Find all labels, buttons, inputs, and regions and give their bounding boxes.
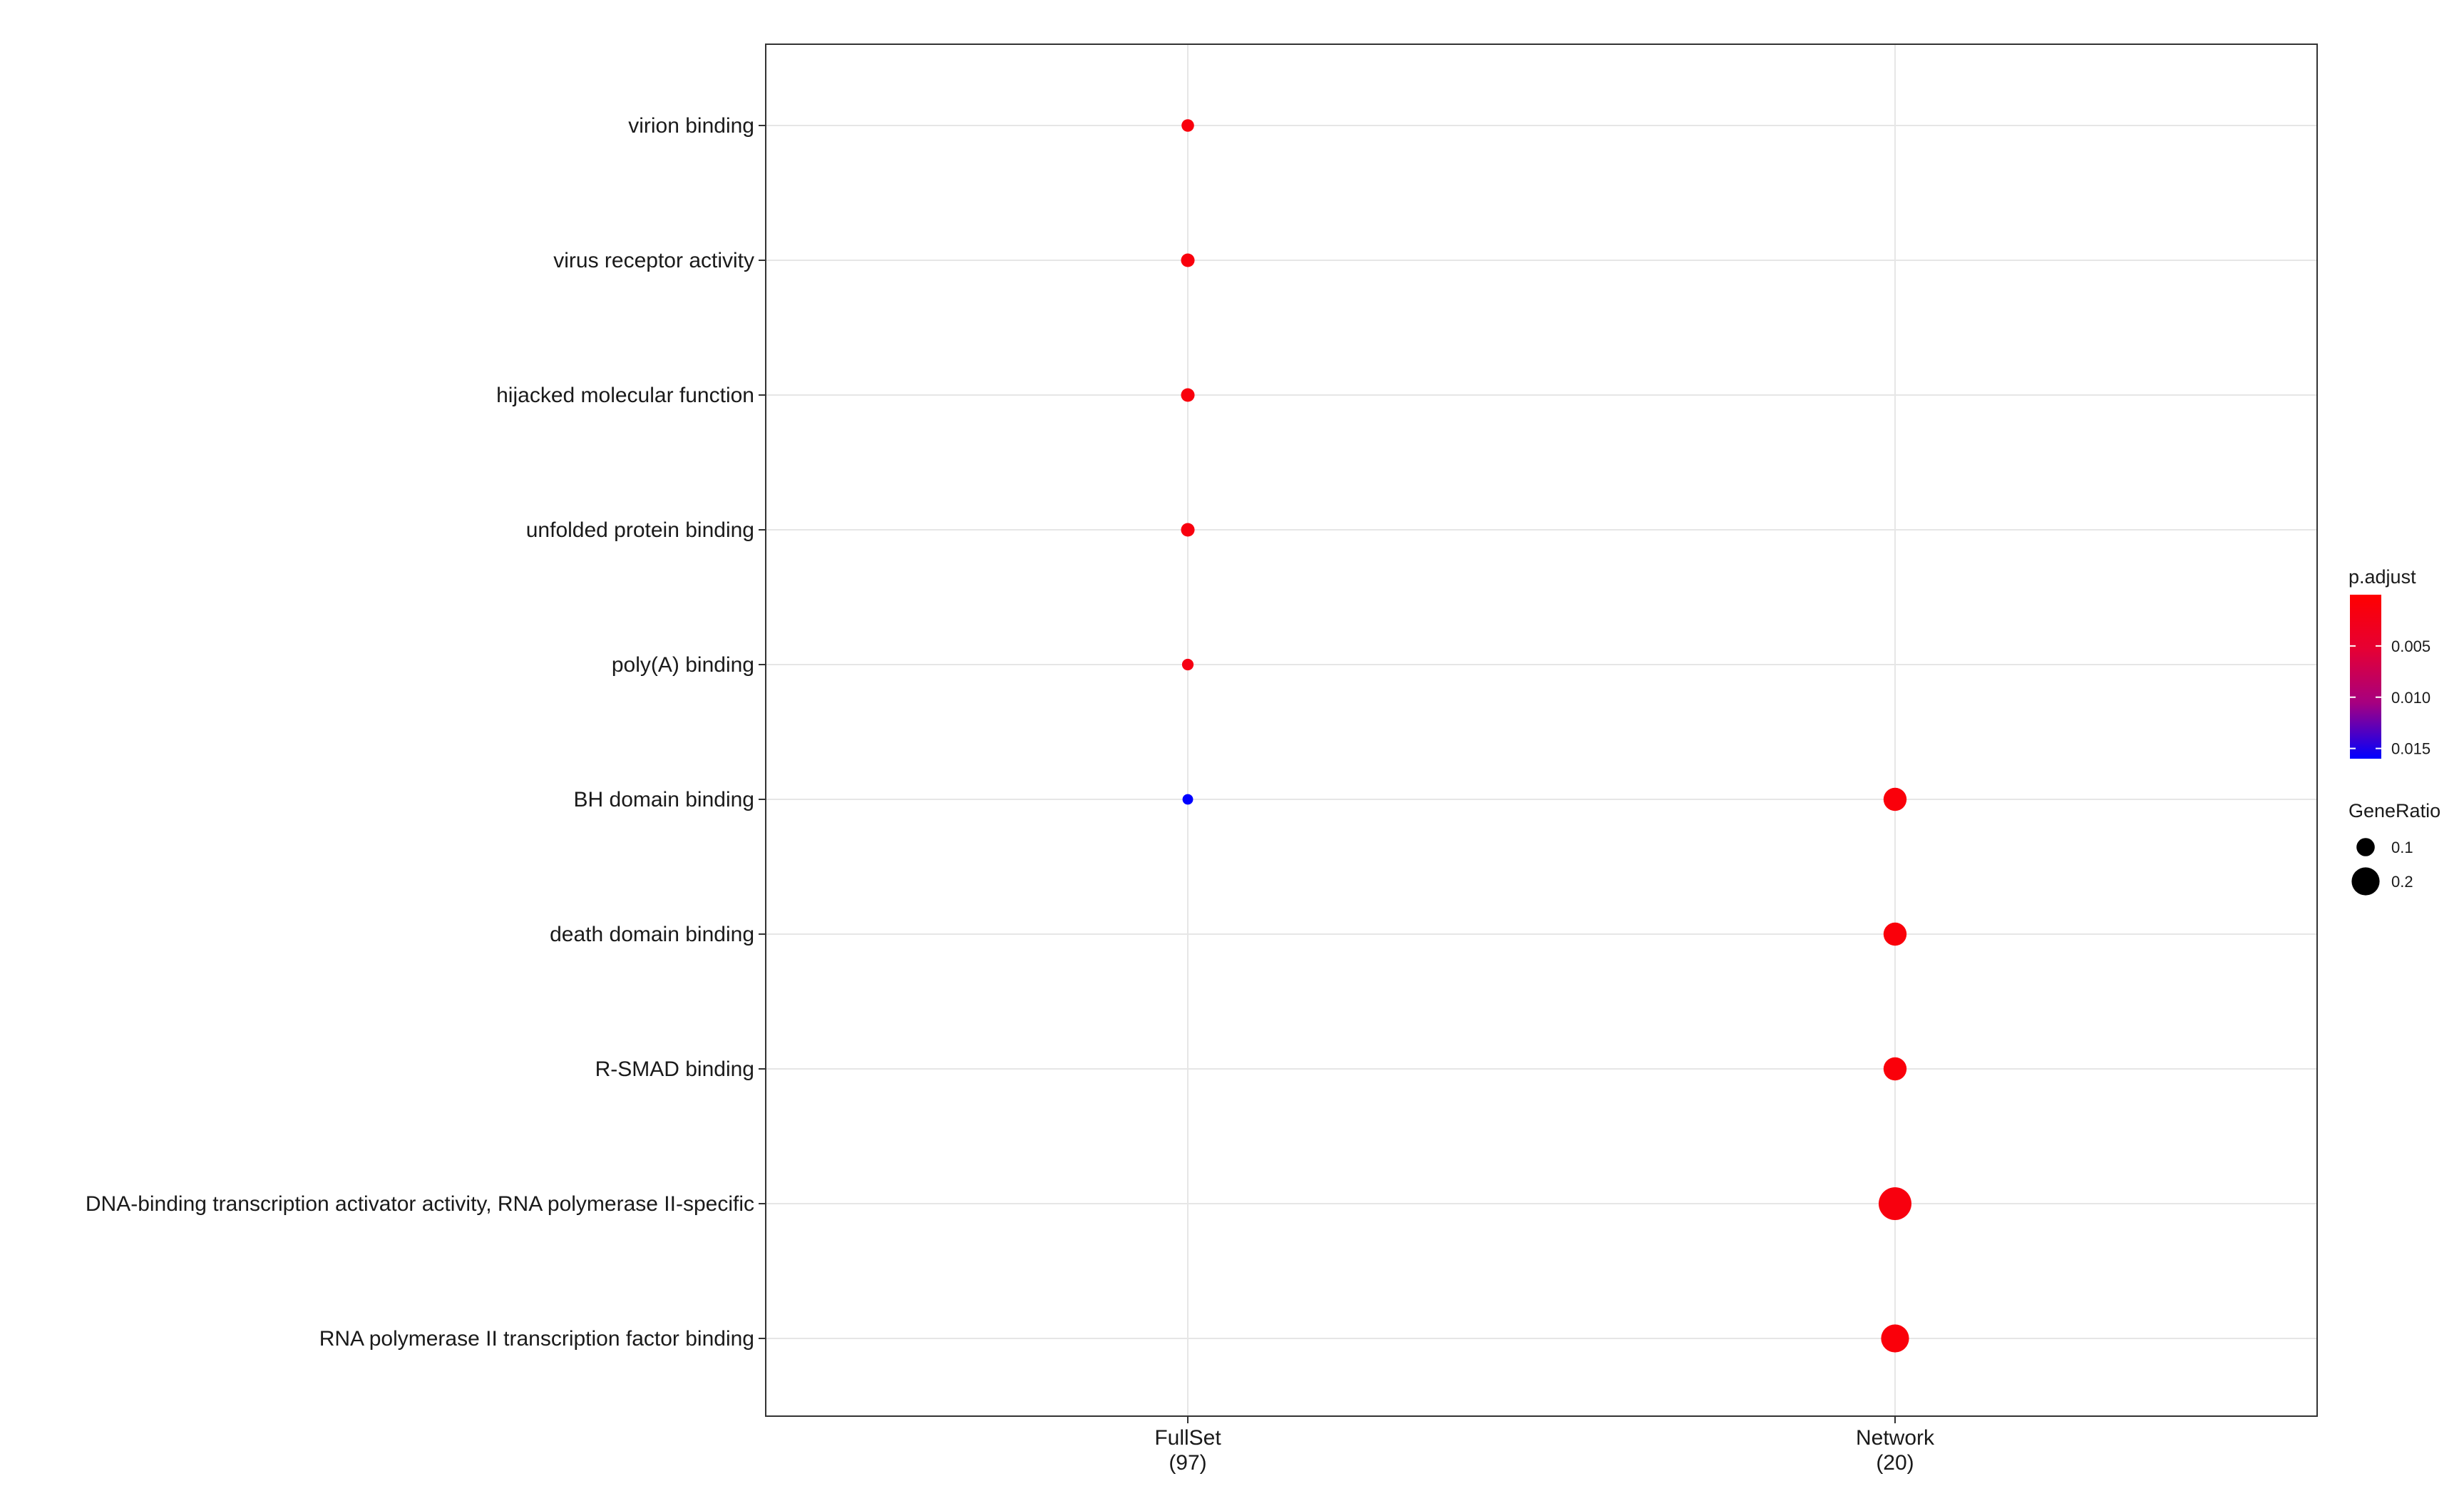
size-legend-key-0-2 <box>2351 867 2380 896</box>
point-network-r-smad-binding <box>1883 1057 1907 1081</box>
y-tick-label-dna-binding-transcription-activator-activity-rna-polymerase-ii-specific: DNA-binding transcription activator acti… <box>86 1192 754 1216</box>
y-axis: virion binding virus receptor activity hij… <box>86 114 766 1351</box>
point-network-dna-binding-transcription-activator-activity-rna-polymerase-ii-specific <box>1879 1187 1911 1220</box>
point-fullset-virion-binding <box>1181 119 1194 132</box>
x-tick-count-network: (20) <box>1876 1451 1914 1475</box>
x-tick-count-fullset: (97) <box>1169 1451 1206 1475</box>
colorbar-label-0-005: 0.005 <box>2391 637 2430 655</box>
point-fullset-poly-a-binding <box>1181 658 1194 671</box>
point-network-death-domain-binding <box>1883 922 1907 946</box>
y-tick-label-virus-receptor-activity: virus receptor activity <box>553 249 754 272</box>
p-adjust-legend: p.adjust 0.005 0.010 0.015 <box>2348 566 2430 759</box>
y-tick-label-virion-binding: virion binding <box>628 114 754 138</box>
point-fullset-hijacked-molecular-function <box>1181 388 1195 402</box>
data-points <box>1181 119 1911 1353</box>
point-fullset-unfolded-protein-binding <box>1181 523 1195 537</box>
p-adjust-colorbar <box>2350 595 2381 759</box>
x-axis: FullSet(97) Network(20) <box>1154 1416 1935 1475</box>
p-adjust-legend-title: p.adjust <box>2348 566 2416 588</box>
y-tick-label-bh-domain-binding: BH domain binding <box>574 788 755 811</box>
y-tick-label-rna-polymerase-ii-transcription-factor-binding: RNA polymerase II transcription factor b… <box>319 1327 754 1351</box>
plot-panel-border <box>765 43 2318 1417</box>
point-network-bh-domain-binding <box>1883 787 1907 811</box>
size-legend-label-0-2: 0.2 <box>2391 873 2413 891</box>
x-tick-label-network: Network <box>1856 1426 1935 1450</box>
size-legend-label-0-1: 0.1 <box>2391 839 2413 856</box>
colorbar-label-0-010: 0.010 <box>2391 689 2430 707</box>
colorbar-label-0-015: 0.015 <box>2391 740 2430 758</box>
point-network-rna-polymerase-ii-transcription-factor-binding <box>1881 1324 1909 1353</box>
y-tick-label-hijacked-molecular-function: hijacked molecular function <box>496 384 754 407</box>
x-tick-label-fullset: FullSet <box>1154 1426 1221 1450</box>
point-fullset-virus-receptor-activity <box>1181 253 1195 267</box>
gene-ratio-legend: GeneRatio 0.1 0.2 <box>2348 800 2440 896</box>
y-tick-label-poly-a-binding: poly(A) binding <box>612 653 754 677</box>
point-fullset-bh-domain-binding <box>1182 794 1194 805</box>
size-legend-key-0-1 <box>2356 838 2375 856</box>
grid-lines <box>766 44 2317 1416</box>
y-tick-label-r-smad-binding: R-SMAD binding <box>595 1057 754 1081</box>
y-tick-label-unfolded-protein-binding: unfolded protein binding <box>526 518 754 542</box>
gene-ratio-legend-title: GeneRatio <box>2348 800 2440 821</box>
y-tick-label-death-domain-binding: death domain binding <box>550 923 754 946</box>
